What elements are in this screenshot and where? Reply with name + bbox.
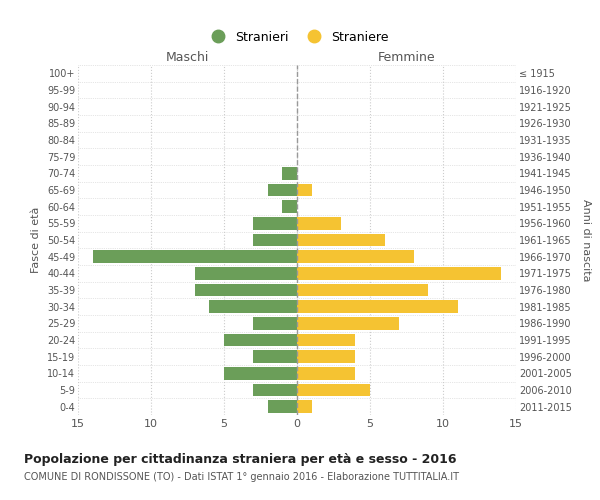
Bar <box>297 267 502 280</box>
Bar <box>297 234 385 246</box>
Bar <box>195 267 297 280</box>
Text: COMUNE DI RONDISSONE (TO) - Dati ISTAT 1° gennaio 2016 - Elaborazione TUTTITALIA: COMUNE DI RONDISSONE (TO) - Dati ISTAT 1… <box>24 472 459 482</box>
Bar <box>92 250 297 263</box>
Bar <box>253 384 297 396</box>
Bar <box>297 217 341 230</box>
Bar <box>268 400 297 413</box>
Bar <box>297 384 370 396</box>
Bar <box>297 317 399 330</box>
Bar <box>297 334 355 346</box>
Bar <box>297 284 428 296</box>
Bar <box>253 317 297 330</box>
Bar <box>224 334 297 346</box>
Text: Popolazione per cittadinanza straniera per età e sesso - 2016: Popolazione per cittadinanza straniera p… <box>24 452 457 466</box>
Bar <box>297 400 311 413</box>
Bar <box>253 217 297 230</box>
Bar <box>268 184 297 196</box>
Bar <box>297 367 355 380</box>
Bar <box>253 234 297 246</box>
Bar <box>195 284 297 296</box>
Y-axis label: Fasce di età: Fasce di età <box>31 207 41 273</box>
Bar <box>283 167 297 179</box>
Bar <box>209 300 297 313</box>
Bar <box>297 300 458 313</box>
Bar <box>224 367 297 380</box>
Legend: Stranieri, Straniere: Stranieri, Straniere <box>200 26 394 49</box>
Y-axis label: Anni di nascita: Anni di nascita <box>581 198 591 281</box>
Bar <box>297 350 355 363</box>
Bar <box>297 184 311 196</box>
Bar <box>297 250 414 263</box>
Text: Maschi: Maschi <box>166 51 209 64</box>
Bar <box>283 200 297 213</box>
Text: Femmine: Femmine <box>377 51 436 64</box>
Bar <box>253 350 297 363</box>
